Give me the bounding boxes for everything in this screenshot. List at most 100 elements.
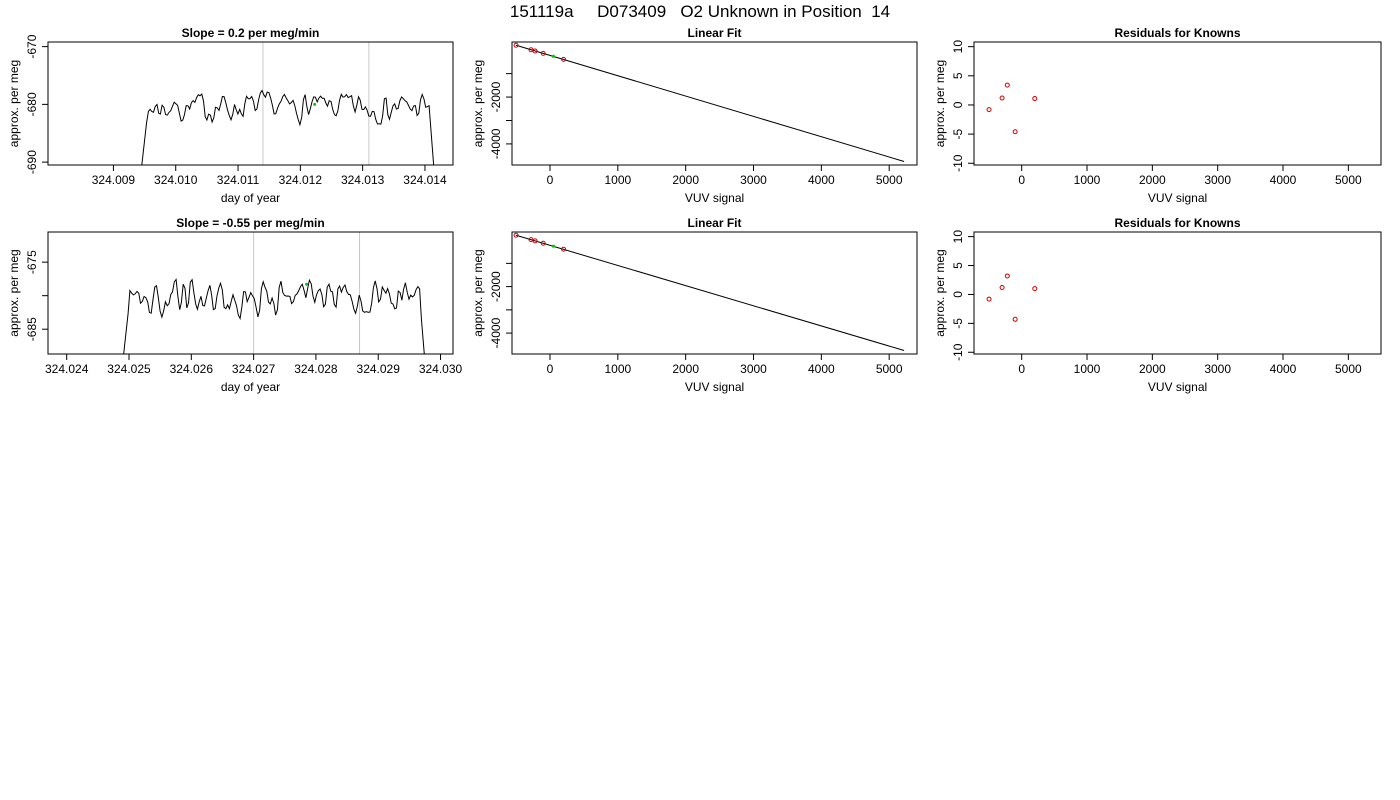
highlight-point	[305, 283, 308, 286]
y-axis-label: approx. per meg	[933, 249, 947, 336]
data-layer	[123, 232, 425, 363]
plot-title: Residuals for Knowns	[1114, 26, 1240, 40]
highlight-point	[313, 103, 316, 106]
y-axis-label: approx. per meg	[7, 60, 21, 147]
x-tick-label: 324.030	[419, 362, 463, 376]
y-tick-label: 10	[951, 40, 965, 54]
x-tick-label: 3000	[1204, 362, 1231, 376]
x-tick-label: 4000	[1270, 362, 1297, 376]
x-tick-label: 324.025	[107, 362, 151, 376]
y-axis-label: approx. per meg	[933, 60, 947, 147]
plot-frame	[974, 232, 1381, 354]
plot-fit1: Linear Fit VUV signal approx. per meg 0 1000…	[471, 26, 917, 205]
trace-line	[123, 280, 425, 363]
x-tick-label: 4000	[808, 362, 835, 376]
plot-trace2: Slope = -0.55 per meg/min day of year appr…	[7, 216, 463, 394]
unknown-point	[552, 245, 555, 248]
x-tick-label: 0	[1018, 173, 1025, 187]
x-axis-label: VUV signal	[1148, 191, 1207, 205]
x-tick-label: 4000	[808, 173, 835, 187]
data-layer	[987, 274, 1037, 321]
fit-line	[516, 45, 904, 161]
x-tick-label: 324.009	[92, 173, 136, 187]
y-tick-label: -4000	[489, 128, 503, 159]
trace-line	[142, 91, 435, 174]
x-tick-label: 3000	[1204, 173, 1231, 187]
x-tick-label: 5000	[876, 362, 903, 376]
plot-resid1: Residuals for Knowns VUV signal approx. pe…	[933, 26, 1381, 205]
y-tick-label: 5	[951, 262, 965, 269]
data-layer	[142, 42, 435, 174]
known-point	[1033, 287, 1037, 291]
y-tick-label: 0	[951, 101, 965, 108]
known-point	[987, 108, 991, 112]
x-tick-label: 5000	[876, 173, 903, 187]
data-layer	[987, 83, 1037, 134]
plot-title: Linear Fit	[687, 216, 741, 230]
x-tick-label: 5000	[1335, 173, 1362, 187]
data-layer	[514, 43, 904, 161]
x-tick-label: 324.010	[154, 173, 198, 187]
y-tick-label: -670	[25, 34, 39, 58]
y-tick-label: -5	[951, 128, 965, 139]
known-point	[987, 297, 991, 301]
x-tick-label: 2000	[1139, 362, 1166, 376]
known-point	[1000, 286, 1004, 290]
plot-title: Slope = -0.55 per meg/min	[176, 216, 324, 230]
known-point	[1000, 96, 1004, 100]
x-tick-label: 1000	[1074, 173, 1101, 187]
unknown-point	[552, 55, 555, 58]
y-tick-label: -2000	[489, 271, 503, 302]
x-tick-label: 0	[547, 362, 554, 376]
x-tick-label: 2000	[672, 362, 699, 376]
x-axis-label: day of year	[221, 380, 280, 394]
y-tick-label: 5	[951, 72, 965, 79]
x-axis-label: VUV signal	[685, 380, 744, 394]
y-tick-label: -2000	[489, 81, 503, 112]
plot-trace1: Slope = 0.2 per meg/min day of year approx…	[7, 26, 453, 205]
y-tick-label: 10	[951, 230, 965, 244]
x-tick-label: 1000	[604, 362, 631, 376]
plot-frame	[974, 42, 1381, 165]
fit-line	[516, 235, 904, 350]
x-tick-label: 324.026	[170, 362, 214, 376]
plot-title: Residuals for Knowns	[1114, 216, 1240, 230]
y-tick-label: -675	[25, 250, 39, 274]
plot-frame	[48, 42, 453, 165]
y-tick-label: -10	[951, 343, 965, 361]
x-axis-label: VUV signal	[1148, 380, 1207, 394]
x-tick-label: 324.029	[357, 362, 401, 376]
x-tick-label: 0	[1018, 362, 1025, 376]
plot-frame	[512, 42, 917, 165]
y-tick-label: -4000	[489, 317, 503, 348]
x-tick-label: 324.013	[341, 173, 385, 187]
y-tick-label: -685	[25, 317, 39, 341]
y-tick-label: -10	[951, 154, 965, 172]
y-tick-label: -680	[25, 92, 39, 116]
y-tick-label: -690	[25, 150, 39, 174]
x-tick-label: 1000	[604, 173, 631, 187]
x-tick-label: 324.024	[45, 362, 89, 376]
x-tick-label: 3000	[740, 362, 767, 376]
known-point	[1005, 274, 1009, 278]
plot-resid2: Residuals for Knowns VUV signal approx. pe…	[933, 216, 1381, 394]
plot-fit2: Linear Fit VUV signal approx. per meg 0 1000…	[471, 216, 917, 394]
known-point	[1005, 83, 1009, 87]
x-tick-label: 324.014	[403, 173, 447, 187]
plot-title: Slope = 0.2 per meg/min	[182, 26, 320, 40]
x-tick-label: 324.028	[294, 362, 338, 376]
data-layer	[514, 233, 904, 350]
y-axis-label: approx. per meg	[471, 60, 485, 147]
y-axis-label: approx. per meg	[471, 249, 485, 336]
y-tick-label: -5	[951, 318, 965, 329]
x-tick-label: 324.012	[279, 173, 323, 187]
x-axis-label: VUV signal	[685, 191, 744, 205]
x-tick-label: 4000	[1270, 173, 1297, 187]
x-tick-label: 324.027	[232, 362, 276, 376]
x-tick-label: 324.011	[217, 173, 260, 187]
plot-title: Linear Fit	[687, 26, 741, 40]
y-axis-label: approx. per meg	[7, 249, 21, 336]
plot-frame	[512, 232, 917, 354]
x-tick-label: 3000	[740, 173, 767, 187]
